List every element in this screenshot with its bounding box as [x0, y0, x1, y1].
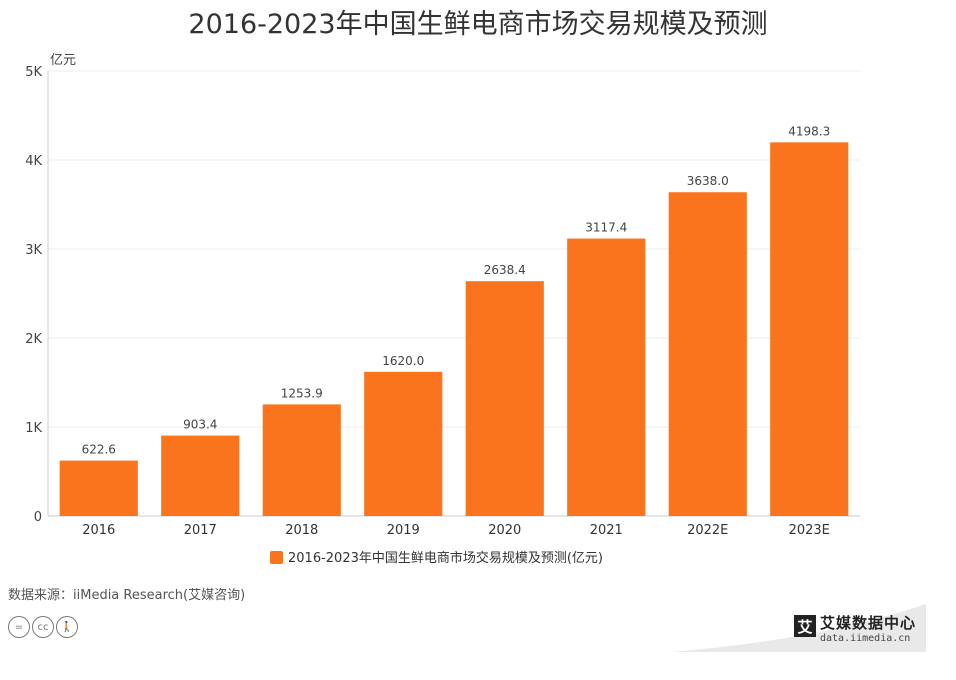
- y-tick-label: 0: [34, 510, 42, 525]
- bar-value-label: 903.4: [183, 418, 217, 432]
- x-tick-label: 2017: [184, 523, 217, 538]
- legend-swatch: [270, 551, 283, 564]
- brand-banner: [670, 604, 926, 652]
- source-note: 数据来源：iiMedia Research(艾媒咨询): [8, 588, 246, 603]
- legend-label: 2016-2023年中国生鲜电商市场交易规模及预测(亿元): [288, 550, 603, 566]
- brand-logo-icon: 艾: [794, 615, 816, 637]
- y-tick-label: 1K: [25, 421, 42, 436]
- brand-name: 艾媒数据中心: [820, 614, 917, 632]
- y-axis: 0 1K 2K 3K 4K 5K: [25, 65, 860, 525]
- bar-value-label: 1620.0: [382, 354, 424, 368]
- x-tick-label: 2016: [82, 523, 115, 538]
- bar-chart: 0 1K 2K 3K 4K 5K 622.6 903.4 1253.9 1620.0 2638.4…: [25, 53, 860, 566]
- y-tick-label: 4K: [25, 154, 42, 169]
- equals-icon: =: [8, 616, 30, 638]
- cc-icon: cc: [32, 616, 54, 638]
- bar-value-label: 1253.9: [281, 386, 323, 400]
- bar[interactable]: [262, 404, 341, 516]
- bar[interactable]: [465, 281, 544, 516]
- brand-url[interactable]: data.iimedia.cn: [820, 633, 911, 644]
- bar[interactable]: [59, 460, 138, 516]
- y-tick-label: 3K: [25, 243, 42, 258]
- bar-value-label: 2638.4: [484, 263, 526, 277]
- x-tick-label: 2018: [285, 523, 318, 538]
- y-tick-label: 2K: [25, 332, 42, 347]
- brand[interactable]: 艾媒数据中心 data.iimedia.cn: [820, 612, 916, 644]
- y-axis-label: 亿元: [50, 53, 76, 68]
- bar[interactable]: [161, 435, 240, 516]
- bar-value-label: 3117.4: [585, 221, 627, 235]
- legend[interactable]: 2016-2023年中国生鲜电商市场交易规模及预测(亿元): [270, 550, 603, 566]
- x-tick-label: 2019: [387, 523, 420, 538]
- bar[interactable]: [668, 192, 747, 516]
- bar-value-label: 4198.3: [788, 124, 830, 138]
- y-tick-label: 5K: [25, 65, 42, 80]
- x-axis: 2016 2017 2018 2019 2020 2021 2022E 2023E: [82, 523, 830, 538]
- bar-value-label: 3638.0: [687, 174, 729, 188]
- x-tick-label: 2020: [488, 523, 521, 538]
- value-labels: 622.6 903.4 1253.9 1620.0 2638.4 3117.4 3638.0…: [82, 124, 831, 456]
- x-tick-label: 2022E: [687, 523, 728, 538]
- bar[interactable]: [770, 142, 849, 516]
- bar[interactable]: [567, 238, 646, 517]
- x-tick-label: 2021: [590, 523, 623, 538]
- bar[interactable]: [364, 371, 443, 516]
- bars: [59, 142, 849, 517]
- license-icons: = cc 🚶: [8, 616, 78, 638]
- bar-value-label: 622.6: [82, 443, 116, 457]
- person-icon: 🚶: [56, 616, 78, 638]
- x-tick-label: 2023E: [789, 523, 830, 538]
- chart-title: 2016-2023年中国生鲜电商市场交易规模及预测: [188, 9, 768, 40]
